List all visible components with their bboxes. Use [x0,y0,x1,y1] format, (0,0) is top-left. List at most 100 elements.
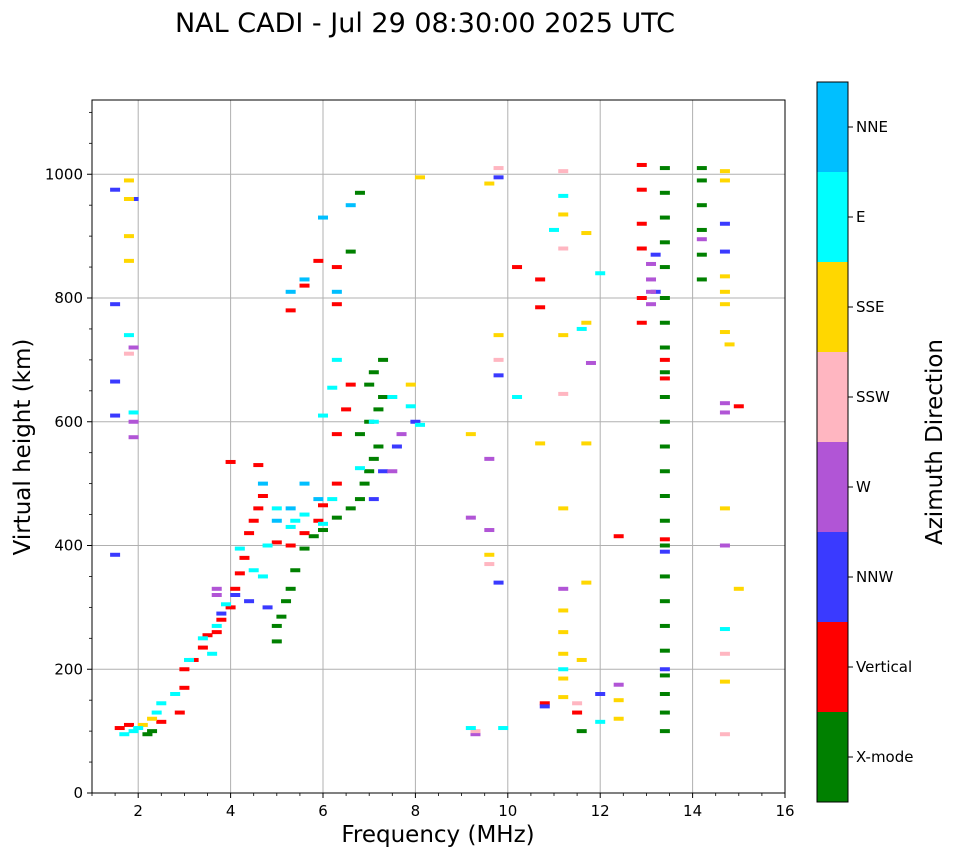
point-x-mode [364,469,375,474]
point-vertical [535,305,546,310]
chart-title: NAL CADI - Jul 29 08:30:00 2025 UTC [175,8,675,39]
point-nnw [539,704,550,709]
point-vertical [216,617,227,622]
point-sse [613,716,624,721]
colorbar-swatch-e [817,172,848,262]
point-e [387,395,398,399]
point-e [133,726,144,731]
y-tick-label: 200 [54,660,83,678]
point-e [119,732,130,737]
point-nnw [650,252,661,257]
point-sse [724,342,735,347]
point-x-mode [576,729,587,734]
point-vertical [572,710,583,715]
point-x-mode [659,265,670,270]
point-vertical [636,246,647,251]
point-e [234,546,245,551]
point-nne [257,481,268,486]
point-w [646,302,657,307]
point-e [465,726,476,731]
point-sse [733,586,744,591]
point-sse [613,698,624,703]
colorbar-tick-label: X-mode [856,748,913,766]
colorbar: X-mode Vertical NNW W SSW SSE E NNE [816,81,913,803]
y-axis-label: Virtual height (km) [10,339,36,556]
point-nnw [216,611,227,616]
point-e [549,227,559,232]
point-x-mode [659,692,670,696]
point-x-mode [354,432,365,437]
point-nnw [659,667,670,672]
colorbar-tick-label: SSE [856,298,885,316]
point-x-mode [659,190,670,195]
point-vertical [253,463,264,468]
point-sse [484,552,495,557]
point-vertical [253,506,264,511]
point-vertical [156,719,167,724]
point-x-mode [659,543,670,548]
point-e [128,729,139,734]
point-sse [558,676,569,681]
point-vertical [636,320,647,325]
point-nne [285,506,296,511]
point-vertical [636,162,647,167]
point-nnw [262,605,273,610]
point-e [207,651,218,656]
point-w [585,360,596,365]
point-x-mode [696,178,707,183]
point-x-mode [364,382,375,387]
point-e [354,466,365,471]
point-e [271,506,282,511]
point-nnw [230,593,241,597]
point-ssw [470,729,481,734]
y-tick-label: 1000 [45,165,83,183]
point-e [262,543,273,548]
point-ssw [493,166,504,171]
point-vertical [285,308,296,313]
point-vertical [331,302,342,307]
point-w [396,432,407,437]
point-e [257,574,268,579]
colorbar-tick-label: SSW [856,388,890,406]
point-x-mode [659,574,670,579]
point-x-mode [659,320,670,325]
x-tick-label: 8 [411,802,421,820]
point-x-mode [659,240,670,245]
colorbar-swatch-nnw [817,532,848,622]
point-sse [719,169,730,174]
point-vertical [659,537,670,542]
point-sse [147,716,158,721]
point-e [318,521,328,526]
point-nnw [244,599,255,604]
point-nnw [493,175,504,180]
point-w [719,401,730,406]
point-sse [415,175,426,180]
point-nnw [493,580,504,585]
colorbar-tick-label: NNE [856,118,888,136]
point-e [170,692,181,696]
point-vertical [313,258,324,263]
point-sse [719,289,730,294]
point-ssw [719,732,730,737]
point-sse [719,506,730,511]
point-e [290,518,301,523]
point-nnw [410,419,421,424]
point-x-mode [659,296,670,300]
point-x-mode [696,166,707,171]
point-vertical [271,540,282,545]
point-nnw [659,549,670,554]
point-w [646,261,657,266]
point-vertical [257,494,268,498]
point-vertical [202,633,213,638]
point-w [719,410,730,415]
point-w [211,586,222,591]
point-nne [285,289,296,294]
x-axis-label: Frequency (MHz) [341,822,534,848]
point-x-mode [368,456,379,461]
point-ssw [572,701,583,706]
point-sse [719,330,730,335]
point-w [558,586,569,591]
point-vertical [114,726,125,731]
colorbar-tick-label: NNW [856,568,893,586]
point-nne [271,518,282,523]
